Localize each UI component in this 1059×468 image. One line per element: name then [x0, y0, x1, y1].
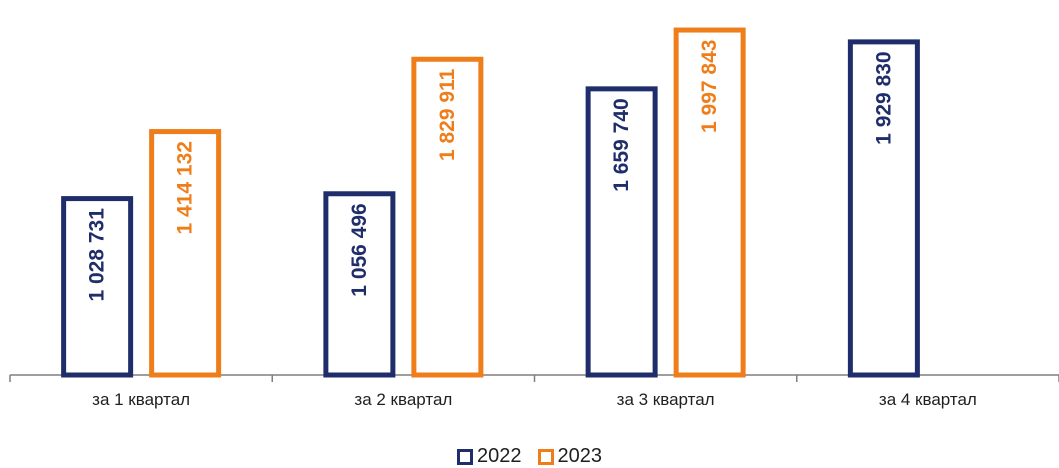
legend-swatch-2023 [537, 448, 554, 465]
legend-swatch-2022 [457, 448, 473, 465]
legend-label-2022: 2022 [477, 445, 522, 467]
bar-2022-3 [585, 86, 658, 378]
bar-2023-1 [149, 129, 222, 378]
bar-2022-4 [847, 39, 920, 378]
x-tick-label-4: за 4 квартал [879, 390, 977, 409]
x-tick-label-2: за 2 квартал [354, 390, 452, 409]
bar-2022-1 [61, 196, 134, 378]
data-label-2022-4: 1 929 830 [872, 51, 895, 144]
x-tick-label-3: за 3 квартал [617, 390, 715, 409]
x-tick-label-1: за 1 квартал [92, 390, 190, 409]
bar-2023-2 [411, 56, 484, 378]
data-label-2023-2: 1 829 911 [436, 68, 459, 161]
data-label-2023-1: 1 414 132 [174, 141, 197, 234]
bar-2023-3 [673, 27, 746, 378]
legend-item-2022: 2022 [457, 445, 522, 468]
legend-label-2023: 2023 [557, 445, 603, 467]
data-label-2022-2: 1 056 496 [348, 203, 371, 296]
data-label-2022-3: 1 659 740 [610, 98, 633, 191]
legend-item-2023: 2023 [537, 445, 603, 468]
legend: 2022 2023 [0, 445, 1059, 468]
bar-2022-2 [323, 191, 396, 378]
data-label-2022-1: 1 028 731 [86, 208, 109, 302]
data-label-2023-3: 1 997 843 [698, 40, 721, 133]
bar-chart: 1 028 731 1 414 132 за 1 квартал 1 056 496 1… [9, 27, 1059, 409]
